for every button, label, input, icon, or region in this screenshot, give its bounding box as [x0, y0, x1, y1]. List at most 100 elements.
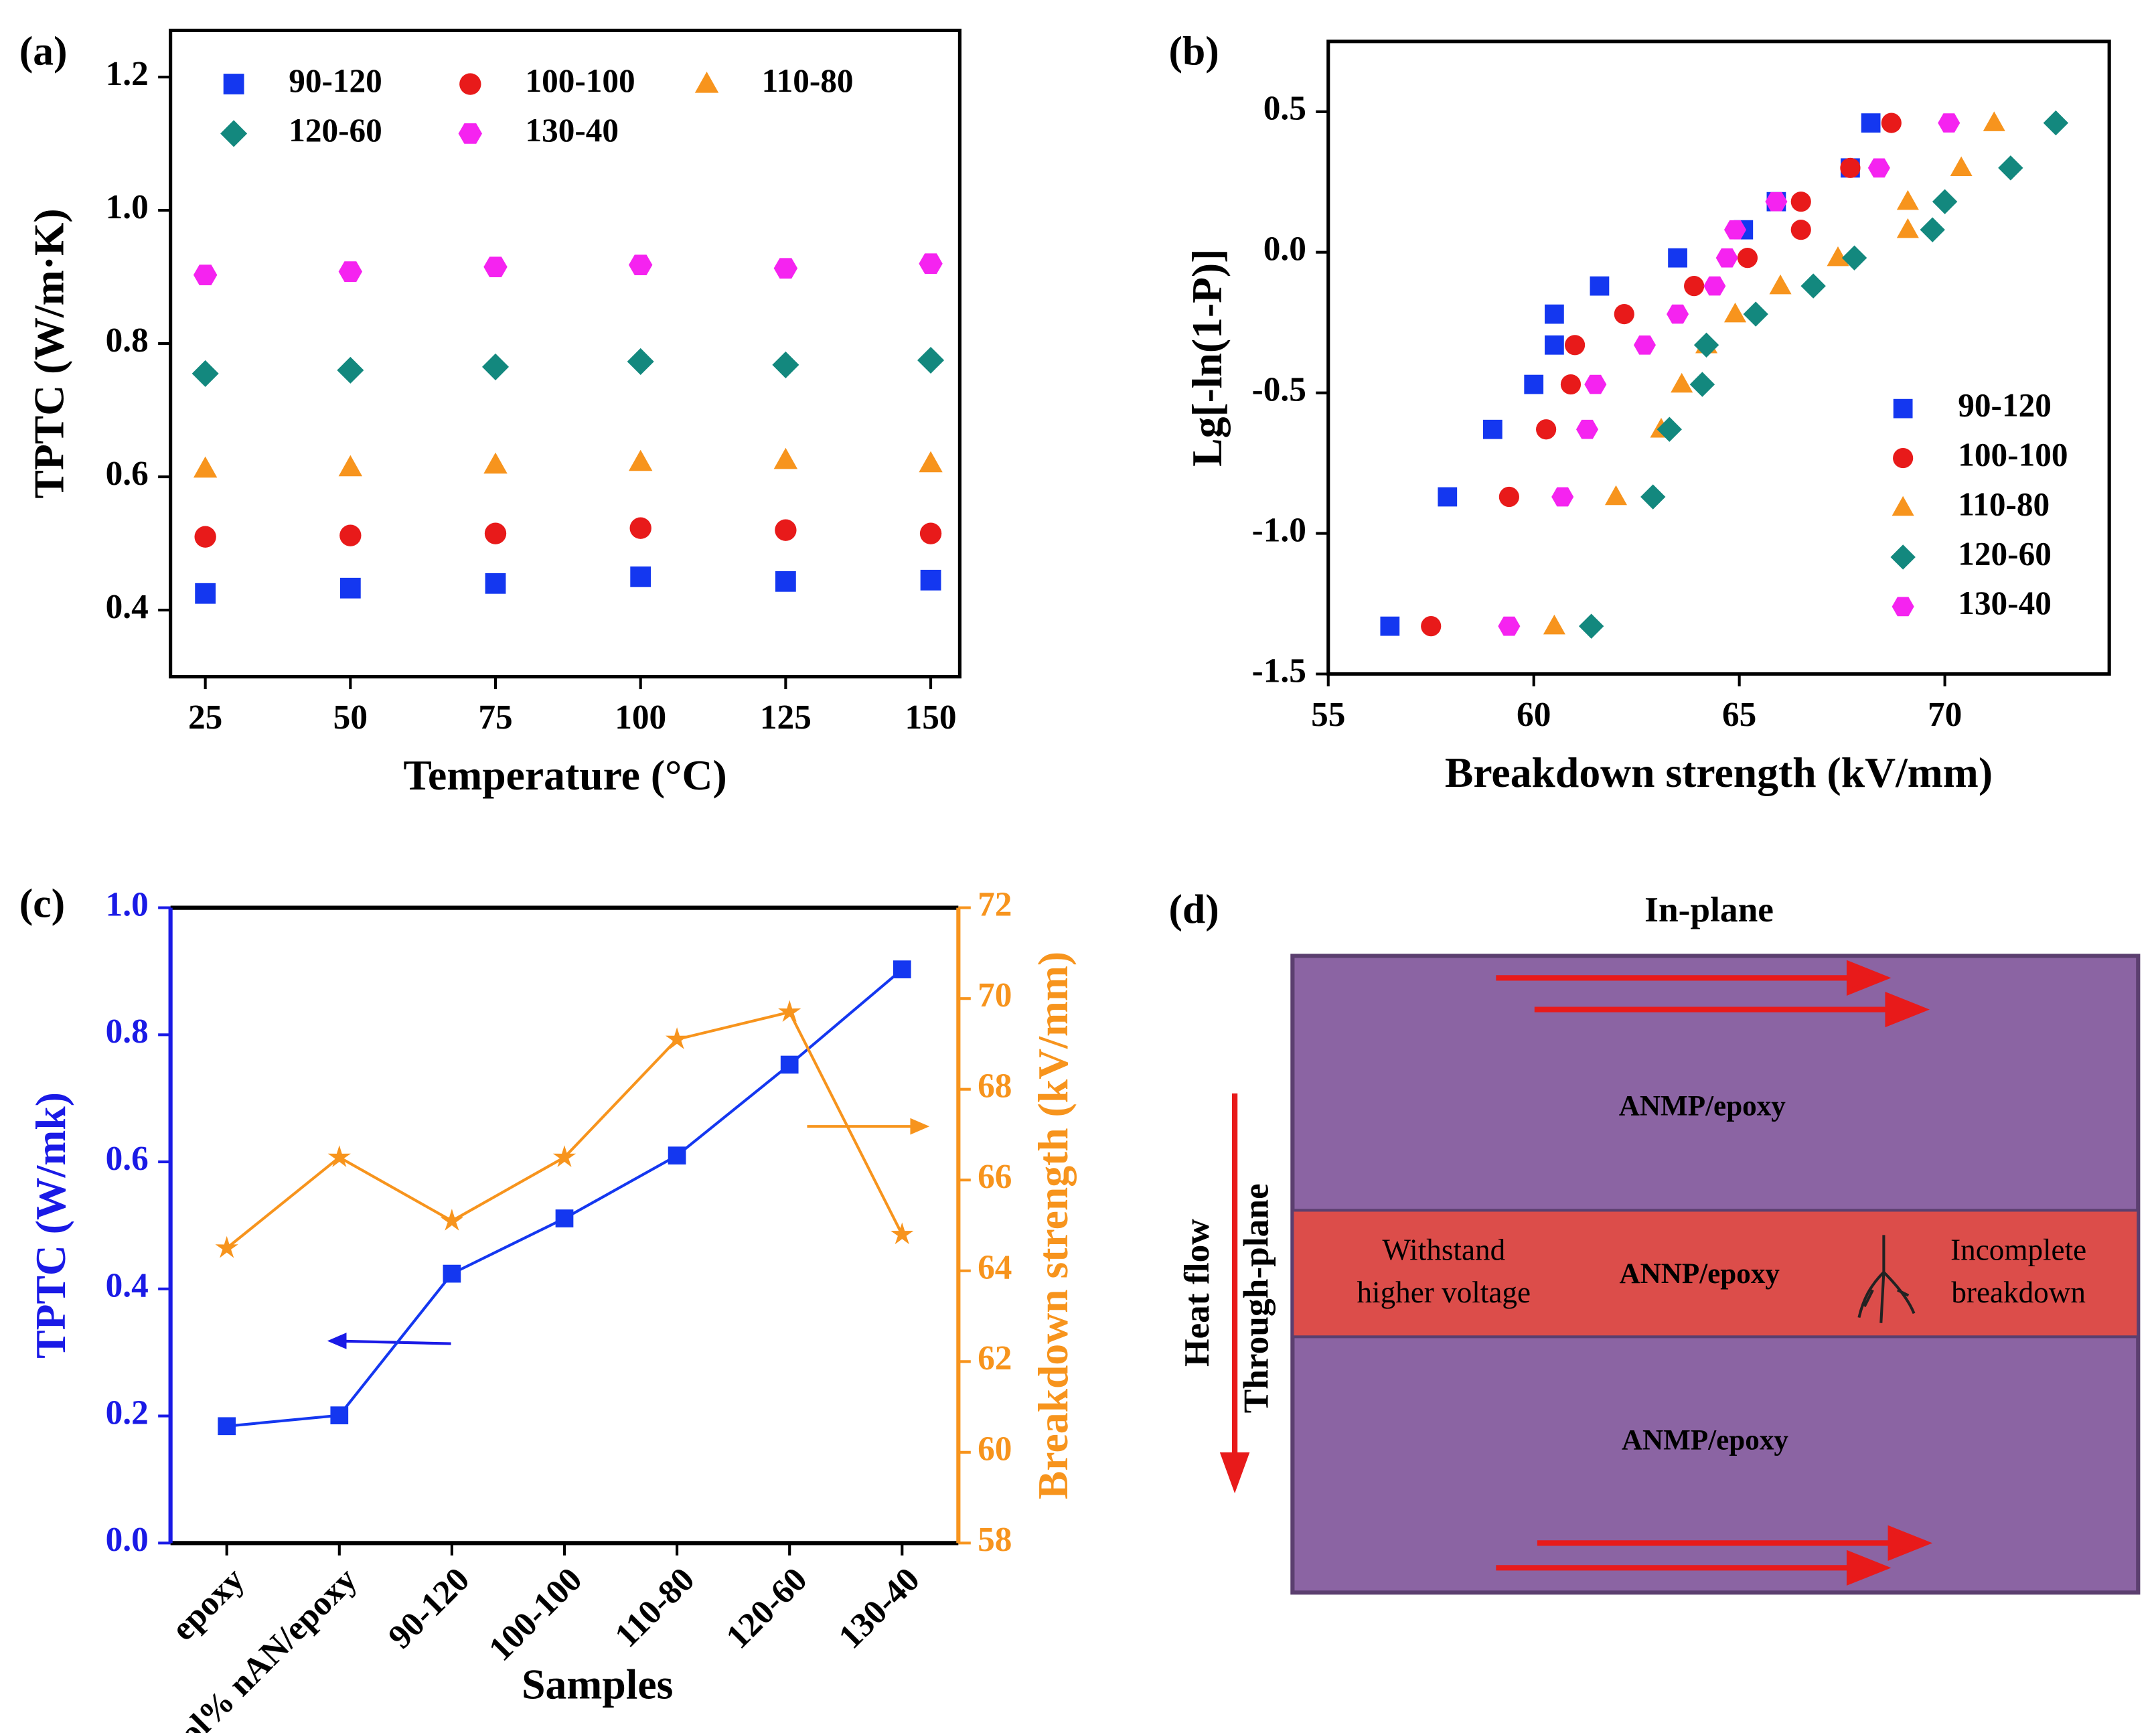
data-point [891, 1222, 914, 1245]
legend-marker [1890, 544, 1916, 570]
diagram: (d) In-plane ANMP/epoxy ANNP/epoxy ANMP/… [1169, 887, 2141, 1595]
data-point [1743, 301, 1768, 327]
data-point [1769, 274, 1792, 295]
data-point [1668, 248, 1687, 268]
x-tick-label: 25 [188, 698, 222, 737]
layer-label: ANMP/epoxy [1622, 1424, 1788, 1456]
y-axis-label: Lg[-ln(1-P)] [1183, 249, 1231, 467]
data-point [1693, 332, 1719, 358]
data-point [1482, 419, 1503, 439]
data-point [484, 522, 507, 544]
x-tick-label: 100 [615, 698, 666, 737]
legend-label: 110-80 [762, 62, 854, 99]
y-tick-label: 1.2 [106, 55, 149, 93]
data-point [555, 1209, 574, 1227]
axis-arrows [327, 1118, 930, 1349]
data-point [339, 577, 361, 599]
x-tick-label: 75 [478, 698, 512, 737]
data-point [665, 1027, 689, 1049]
data-point [194, 526, 216, 548]
legend-label: 120-60 [289, 112, 382, 149]
y-tick-label: 0.8 [106, 321, 149, 360]
y-tick-label: 0.6 [106, 1140, 149, 1178]
data-point [1640, 484, 1666, 510]
legend-label: 130-40 [525, 112, 619, 149]
y-tick-label: -1.5 [1252, 652, 1306, 690]
data-point [1543, 614, 1565, 635]
data-point [2043, 110, 2069, 136]
data-point [1998, 155, 2023, 181]
data-point [1590, 276, 1610, 296]
data-point [778, 1000, 801, 1023]
data-point [330, 1406, 349, 1425]
y-tick-label: 0.4 [106, 588, 149, 626]
x-tick-label: epoxy [164, 1560, 252, 1648]
data-point [338, 261, 363, 282]
data-point [1584, 374, 1607, 394]
y2-axis-label: Breakdown strength (kV/mm) [1029, 952, 1077, 1499]
data-point [1723, 220, 1747, 240]
legend-label: 90-120 [289, 62, 382, 99]
x-tick-label: 55 [1311, 696, 1345, 734]
data-point [1790, 220, 1811, 240]
annp-layer [1291, 1209, 2140, 1339]
x-tick-label: 130-40 [832, 1560, 927, 1656]
y-tick-label: -1.0 [1252, 511, 1306, 549]
y2-tick-label: 64 [978, 1249, 1012, 1287]
data-point [1827, 246, 1849, 267]
legend-label: 120-60 [1958, 535, 2052, 572]
through-plane-label: Through-plane [1235, 1183, 1276, 1413]
data-point [1604, 485, 1628, 506]
data-point [780, 1055, 799, 1074]
heat-flow-label: Heat flow [1176, 1219, 1217, 1367]
legend-label: 100-100 [1958, 436, 2068, 473]
data-point [773, 447, 798, 469]
plot-frame [169, 28, 961, 679]
legend-marker [458, 123, 483, 144]
data-point [1840, 157, 1861, 178]
in-plane-arrows [1219, 960, 1933, 1586]
data-point [1765, 192, 1788, 212]
data-point [1498, 486, 1519, 508]
panel-label: (c) [19, 881, 65, 927]
data-point [1560, 374, 1582, 395]
legend-label: 110-80 [1958, 485, 2050, 522]
y-tick-label: 1.0 [106, 885, 149, 923]
data-point [919, 451, 943, 473]
x-tick-label: 125 [760, 698, 812, 737]
data-point [1667, 304, 1689, 324]
data-point [773, 258, 798, 279]
x-tick-label: 90-120 [381, 1560, 477, 1656]
data-point [775, 571, 796, 592]
y-tick-label: 0.0 [1263, 230, 1306, 269]
x-axis-label: Temperature (°C) [403, 751, 726, 799]
data-point [1684, 276, 1705, 297]
data-point [1950, 156, 1973, 177]
y-tick-label: 0.6 [106, 455, 149, 493]
legend-label: 130-40 [1958, 585, 2052, 621]
in-plane-label: In-plane [1644, 889, 1774, 929]
y-axis-label: TPTC (W/mk) [27, 1092, 74, 1359]
y-axis-label: TPTC (W/m·K) [25, 208, 73, 498]
data-point [215, 1235, 238, 1258]
data-point [218, 1417, 236, 1436]
data-point [327, 1145, 351, 1167]
x-tick-label: 70 [1928, 696, 1962, 734]
x-axis-label: Samples [522, 1661, 673, 1708]
data-point [552, 1145, 576, 1167]
data-point [193, 265, 218, 285]
data-point [1715, 248, 1738, 268]
y-tick-label: 0.4 [106, 1267, 149, 1305]
y2-tick-label: 62 [978, 1339, 1012, 1377]
legend-marker [459, 73, 481, 95]
x-tick-label: 50 [333, 698, 368, 737]
data-point [1737, 248, 1758, 269]
data-point [1881, 112, 1902, 133]
x-tick-label: 100-100 [481, 1560, 589, 1668]
y-tick-label: 0.5 [1263, 90, 1306, 128]
panel-label: (d) [1169, 887, 1219, 932]
data-point [338, 455, 363, 477]
y-tick-label: 0.2 [106, 1393, 149, 1432]
data-point [440, 1209, 464, 1231]
